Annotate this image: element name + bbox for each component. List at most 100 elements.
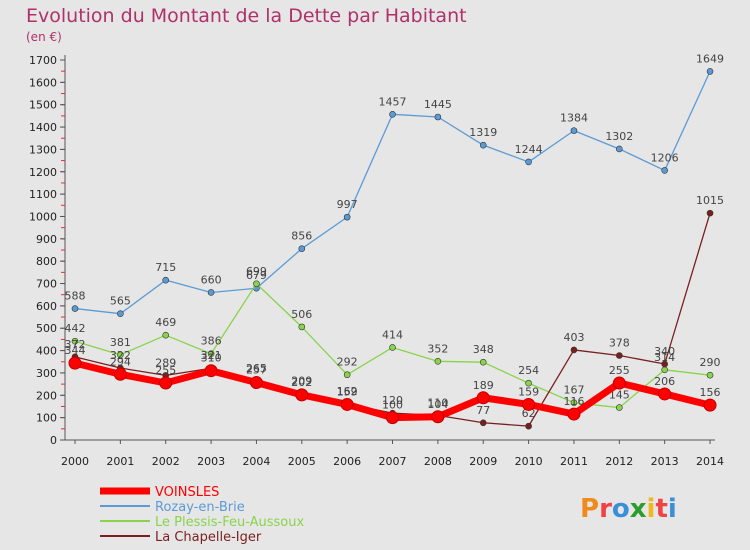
data-point: [162, 331, 170, 339]
x-tick-label: 2004: [242, 455, 270, 468]
data-label: 1384: [560, 112, 588, 125]
data-point: [525, 422, 532, 430]
data-label: 265: [246, 362, 267, 375]
series-rozay-en-brie: 588 565 715 660 679 856 997 1457 1445 1319 1244 138…: [65, 52, 724, 318]
y-tick-label: 200: [36, 389, 57, 402]
data-point: [386, 411, 400, 425]
data-label: 372: [65, 338, 86, 351]
data-point: [389, 344, 396, 351]
data-label: 100: [382, 399, 403, 412]
x-tick-label: 2000: [61, 455, 89, 468]
legend-label: Le Plessis-Feu-Aussoux: [155, 515, 304, 530]
data-label: 116: [563, 395, 584, 408]
data-label: 1649: [696, 52, 724, 65]
data-label: 442: [65, 322, 86, 335]
data-point: [479, 141, 487, 149]
x-tick-label: 2002: [152, 455, 180, 468]
data-label: 469: [155, 316, 176, 329]
data-point: [703, 398, 717, 412]
data-label: 344: [65, 344, 86, 357]
y-tick-label: 1700: [29, 54, 57, 67]
data-label: 588: [65, 290, 86, 303]
data-point: [479, 419, 487, 427]
data-point: [567, 407, 581, 421]
data-label: 322: [110, 349, 131, 362]
x-tick-label: 2014: [696, 455, 724, 468]
data-point: [295, 388, 309, 402]
data-label: 206: [654, 375, 675, 388]
legend-label: Rozay-en-Brie: [155, 500, 245, 515]
data-point: [253, 280, 260, 288]
data-point: [525, 158, 532, 166]
data-label: 310: [201, 352, 222, 365]
data-point: [389, 111, 396, 118]
x-tick-label: 2005: [288, 455, 316, 468]
data-point: [117, 351, 124, 359]
data-point: [343, 213, 351, 221]
y-tick-label: 700: [36, 278, 57, 291]
data-label: 1015: [696, 194, 724, 207]
data-point: [658, 387, 672, 401]
chart-subtitle: (en €): [26, 30, 62, 44]
y-tick-label: 300: [36, 367, 57, 380]
data-point: [612, 376, 626, 390]
data-label: 292: [337, 356, 358, 369]
data-label: 209: [291, 374, 312, 387]
y-tick-label: 900: [36, 233, 57, 246]
legend-item: VOINSLES: [100, 485, 219, 500]
proxiti-logo: Proxiti: [580, 494, 677, 524]
data-label: 414: [382, 328, 403, 341]
data-label: 77: [476, 404, 490, 417]
data-label: 254: [518, 364, 539, 377]
data-label: 159: [337, 385, 358, 398]
x-tick-label: 2001: [106, 455, 134, 468]
y-tick-label: 1600: [29, 76, 57, 89]
data-label: 1319: [469, 126, 497, 139]
x-tick-label: 2010: [515, 455, 543, 468]
data-label: 506: [291, 308, 312, 321]
data-point: [68, 356, 82, 370]
x-tick-label: 2008: [424, 455, 452, 468]
data-point: [706, 68, 714, 75]
data-label: 156: [700, 386, 721, 399]
x-tick-label: 2013: [651, 455, 679, 468]
data-point: [117, 310, 124, 318]
logo-letter: x: [630, 494, 647, 524]
data-label: 189: [473, 379, 494, 392]
data-label: 403: [563, 331, 584, 344]
data-point: [207, 350, 215, 358]
logo-letter: i: [668, 494, 677, 524]
legend-item: La Chapelle-Iger: [100, 530, 262, 545]
data-label: 62: [522, 407, 536, 420]
data-point: [204, 364, 218, 378]
data-label: 997: [337, 198, 358, 211]
data-point: [570, 346, 578, 354]
y-tick-label: 100: [36, 412, 57, 425]
legend-item: Le Plessis-Feu-Aussoux: [100, 515, 304, 530]
data-label: 1244: [515, 143, 543, 156]
x-tick-label: 2012: [605, 455, 633, 468]
data-label: 257: [246, 364, 267, 377]
y-tick-label: 1200: [29, 166, 57, 179]
data-label: 699: [246, 265, 267, 278]
data-label: 289: [155, 356, 176, 369]
data-point: [249, 376, 263, 390]
y-tick-label: 0: [50, 434, 57, 447]
data-point: [476, 391, 490, 405]
logo-letter: t: [655, 494, 667, 524]
logo-letter: r: [599, 494, 612, 524]
data-point: [525, 379, 532, 387]
legend-label: VOINSLES: [155, 485, 219, 500]
logo-letter: i: [647, 494, 656, 524]
data-point: [162, 276, 170, 284]
y-tick-label: 600: [36, 300, 57, 313]
data-point: [431, 410, 445, 424]
data-point: [340, 397, 354, 411]
x-tick-label: 2007: [379, 455, 407, 468]
data-label: 1302: [605, 130, 633, 143]
y-tick-label: 1500: [29, 99, 57, 112]
y-tick-label: 1300: [29, 143, 57, 156]
data-label: 255: [155, 364, 176, 377]
